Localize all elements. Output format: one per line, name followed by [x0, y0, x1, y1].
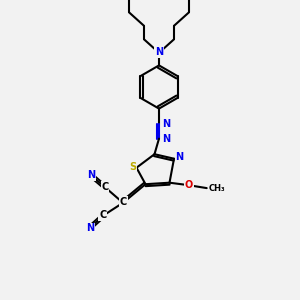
Text: C: C	[101, 182, 109, 192]
Text: N: N	[162, 118, 171, 129]
Text: O: O	[184, 180, 193, 190]
Text: N: N	[86, 223, 94, 233]
Text: C: C	[120, 197, 127, 207]
Text: S: S	[129, 162, 137, 172]
Text: N: N	[155, 47, 163, 57]
Text: N: N	[162, 134, 171, 144]
Text: CH₃: CH₃	[208, 184, 225, 193]
Text: N: N	[175, 152, 184, 162]
Text: C: C	[99, 210, 106, 220]
Text: N: N	[87, 170, 96, 180]
